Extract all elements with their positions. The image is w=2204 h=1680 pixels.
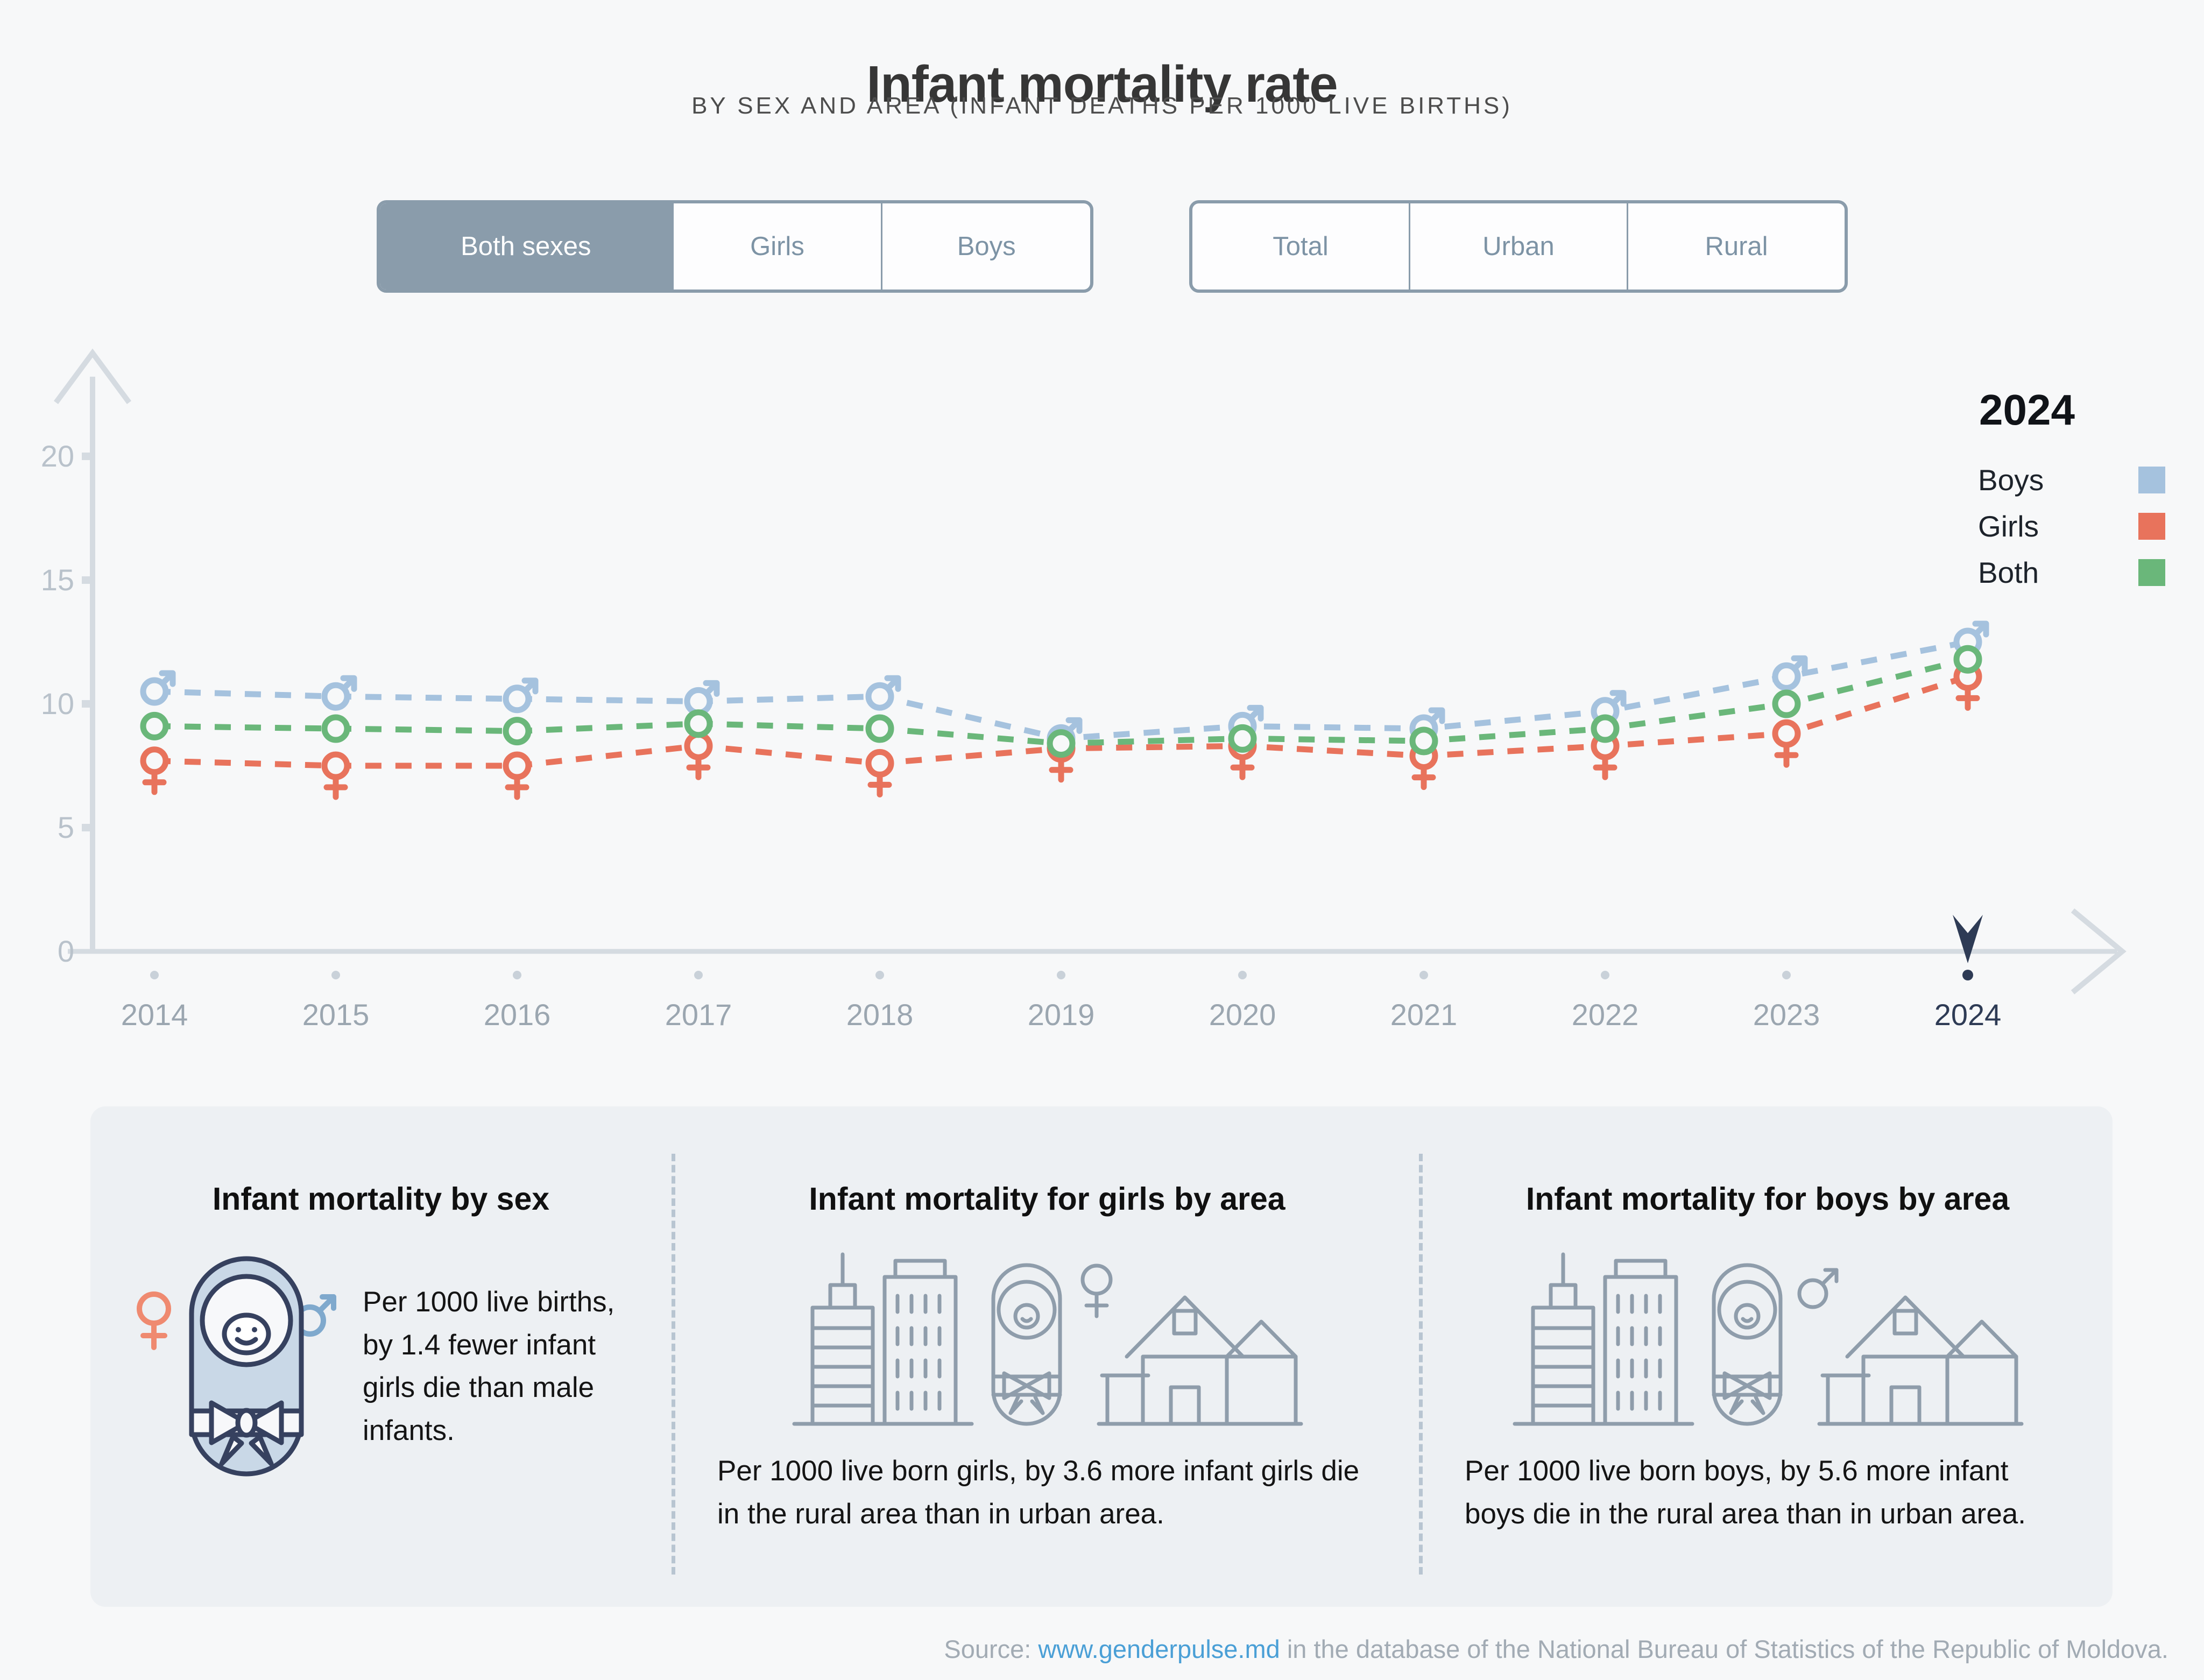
city-baby-female-house-icon [792,1252,1303,1426]
x-axis-year-dot [1057,971,1065,979]
girls-data-point-2016 [503,751,532,800]
legend-item-girls: Girls [1978,509,2165,543]
card-girls-by-area: Infant mortality for girls by area [675,1106,1419,1607]
card-title: Infant mortality for girls by area [809,1181,1285,1217]
y-tick [82,576,94,584]
x-axis-year-dot [1419,971,1428,979]
selected-year-cursor-icon[interactable] [1953,915,1983,963]
x-axis-year-label[interactable]: 2014 [121,998,188,1032]
toggle-total[interactable]: Total [1192,203,1409,290]
x-axis-year-label[interactable]: 2017 [665,998,732,1032]
x-axis-year-label[interactable]: 2022 [1572,998,1639,1032]
x-axis-year-dot [875,971,884,979]
legend-selected-year: 2024 [1979,386,2075,434]
toggle-boys[interactable]: Boys [881,203,1090,290]
x-axis-year-label[interactable]: 2020 [1209,998,1276,1032]
baby-with-sex-symbols-icon [137,1256,336,1477]
x-axis-year-dot [150,971,159,979]
city-baby-male-house-icon [1513,1252,2024,1426]
x-axis-year-dot [1782,971,1791,979]
x-axis-year-label[interactable]: 2018 [846,998,914,1032]
x-axis-arrow-icon [2071,908,2127,994]
girls-data-point-2015 [321,751,350,800]
girls-data-point-2023 [1772,719,1801,768]
both-data-point-2016 [503,717,532,746]
page-subtitle: BY SEX AND AREA (INFANT DEATHS PER 1000 … [691,93,1513,119]
card-divider [672,1154,675,1575]
girls-data-point-2017 [684,731,713,780]
x-axis-year-label[interactable]: 2015 [302,998,370,1032]
card-title: Infant mortality for boys by area [1525,1181,2010,1217]
x-axis-year-label[interactable]: 2021 [1390,998,1458,1032]
source-link[interactable]: www.genderpulse.md [1038,1635,1280,1663]
boys-data-point-2015 [321,675,357,711]
card-mortality-by-sex: Infant mortality by sex [90,1106,672,1607]
x-axis-year-label[interactable]: 2016 [484,998,551,1032]
card-title: Infant mortality by sex [212,1181,550,1217]
info-cards-panel: Infant mortality by sex [90,1106,2113,1607]
x-axis-year-label[interactable]: 2019 [1028,998,1095,1032]
boys-data-point-2014 [140,670,176,706]
y-tick [82,700,94,708]
y-axis-tick-label: 10 [41,687,74,721]
legend-item-boys: Boys [1978,463,2165,497]
card-body-text: Per 1000 live births, by 1.4 fewer infan… [363,1286,615,1446]
toggle-both-sexes[interactable]: Both sexes [380,203,672,290]
x-axis-year-label[interactable]: 2024 [1934,998,2002,1032]
legend-swatch-girls-icon [2138,513,2165,540]
both-data-point-2020 [1228,724,1257,753]
card-boys-by-area: Infant mortality for boys by area [1423,1106,2113,1607]
toggle-urban[interactable]: Urban [1409,203,1627,290]
sex-toggle-group: Both sexes Girls Boys [377,200,1093,293]
page-title: Infant mortality rate [866,55,1338,114]
both-data-point-2021 [1409,726,1438,756]
boys-data-point-2018 [865,675,901,711]
legend-swatch-boys-icon [2138,467,2165,493]
x-axis-year-dot [331,971,340,979]
both-data-point-2018 [865,714,894,743]
boys-data-point-2017 [684,680,720,716]
boys-data-point-2016 [503,677,539,714]
x-axis-year-label[interactable]: 2023 [1753,998,1820,1032]
girls-data-point-2014 [140,746,169,795]
both-data-point-2017 [684,709,713,738]
legend-swatch-both-icon [2138,559,2165,586]
mortality-line-chart: 0 5 10 15 20 2014 2015 2016 2017 2018 2019 2020 2021… [41,348,2127,1032]
both-data-point-2022 [1591,714,1620,743]
x-axis-year-dot [513,971,521,979]
card-divider [1419,1154,1423,1575]
source-suffix: in the database of the National Bureau o… [1280,1635,2168,1663]
card-body-text: Per 1000 live born boys, by 5.6 more inf… [1465,1455,2026,1530]
y-axis-tick-label: 20 [41,439,74,473]
area-toggle-group: Total Urban Rural [1189,200,1848,293]
both-data-point-2015 [321,714,350,743]
x-axis-year-dot [1601,971,1609,979]
legend-label-boys: Boys [1978,463,2044,497]
legend-item-both: Both [1978,555,2165,590]
both-data-point-2019 [1047,729,1076,758]
y-axis-tick-label: 15 [41,563,74,597]
y-axis-tick-label: 5 [58,810,74,844]
boys-data-point-2023 [1772,655,1808,691]
x-axis-year-dot [1238,971,1247,979]
girls-data-point-2018 [865,749,894,797]
y-axis-arrow-icon [53,348,132,404]
source-prefix: Source: [944,1635,1039,1663]
both-data-point-2024 [1953,645,1982,674]
card-body-text: Per 1000 live born girls, by 3.6 more in… [717,1455,1360,1530]
legend-label-girls: Girls [1978,510,2039,543]
chart-legend: 2024 Boys Girls Both [1978,385,2165,602]
x-axis-year-dot [1962,970,1973,980]
toggle-girls[interactable]: Girls [672,203,881,290]
toggle-rural[interactable]: Rural [1627,203,1845,290]
source-line: Source: www.genderpulse.md in the databa… [944,1634,2168,1664]
y-tick [82,824,94,831]
series-line-boys [154,639,1969,742]
both-data-point-2023 [1772,689,1801,718]
y-tick [82,453,94,460]
y-axis-tick-label: 0 [58,934,74,968]
both-data-point-2014 [140,711,169,740]
legend-label-both: Both [1978,556,2039,589]
x-axis-year-dot [694,971,703,979]
